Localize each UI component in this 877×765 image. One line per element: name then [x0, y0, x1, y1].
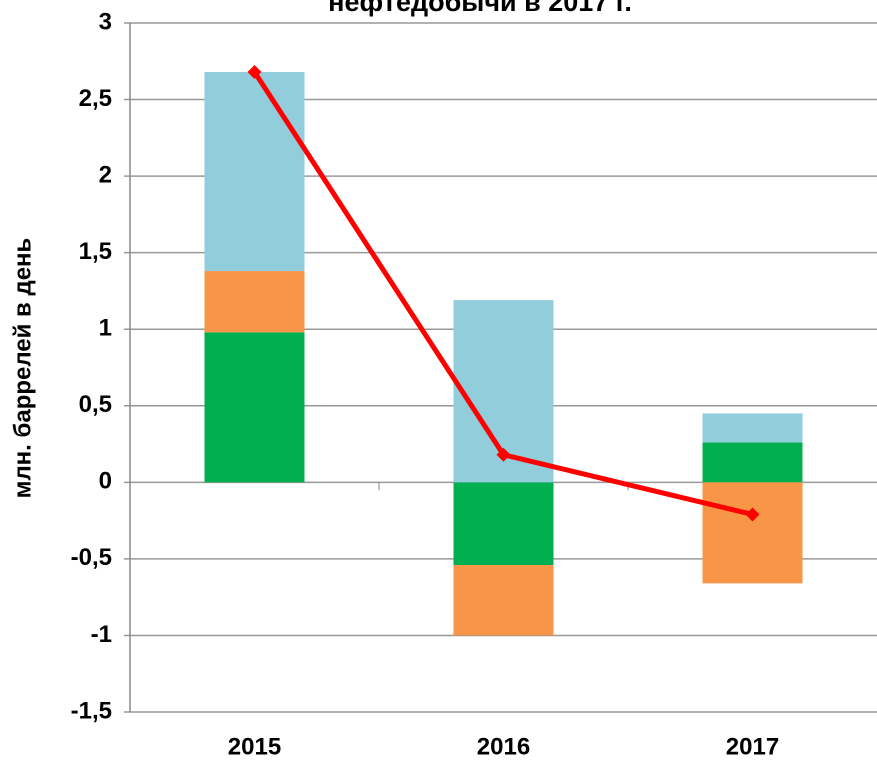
chart-title: нефтедобычи в 2017 г.: [328, 0, 632, 17]
bar-segment: [702, 413, 803, 443]
y-tick-label: -1,5: [71, 697, 112, 724]
y-tick-label: -1: [91, 621, 112, 648]
line-marker: [247, 64, 262, 79]
y-tick-label: 1,5: [79, 238, 112, 265]
bar-segment: [204, 271, 305, 333]
line-marker: [745, 507, 760, 522]
y-tick-label: -0,5: [71, 544, 112, 571]
bar-segment: [702, 482, 803, 584]
y-tick-label: 3: [99, 8, 112, 35]
bar-segment: [204, 332, 305, 483]
bar-segment: [453, 565, 554, 636]
x-tick-label: 2015: [228, 733, 281, 760]
bar-segment: [453, 482, 554, 566]
x-tick-label: 2016: [477, 733, 530, 760]
bar-segment: [204, 71, 305, 272]
y-tick-label: 0: [99, 468, 112, 495]
line-marker: [496, 447, 511, 462]
y-axis-label: млн. баррелей в день: [9, 238, 36, 499]
y-tick-label: 0,5: [79, 391, 112, 418]
x-tick-label: 2017: [726, 733, 779, 760]
bar-segment: [702, 442, 803, 483]
y-tick-label: 2,5: [79, 85, 112, 112]
y-tick-label: 2: [99, 161, 112, 188]
y-tick-label: 1: [99, 315, 112, 342]
